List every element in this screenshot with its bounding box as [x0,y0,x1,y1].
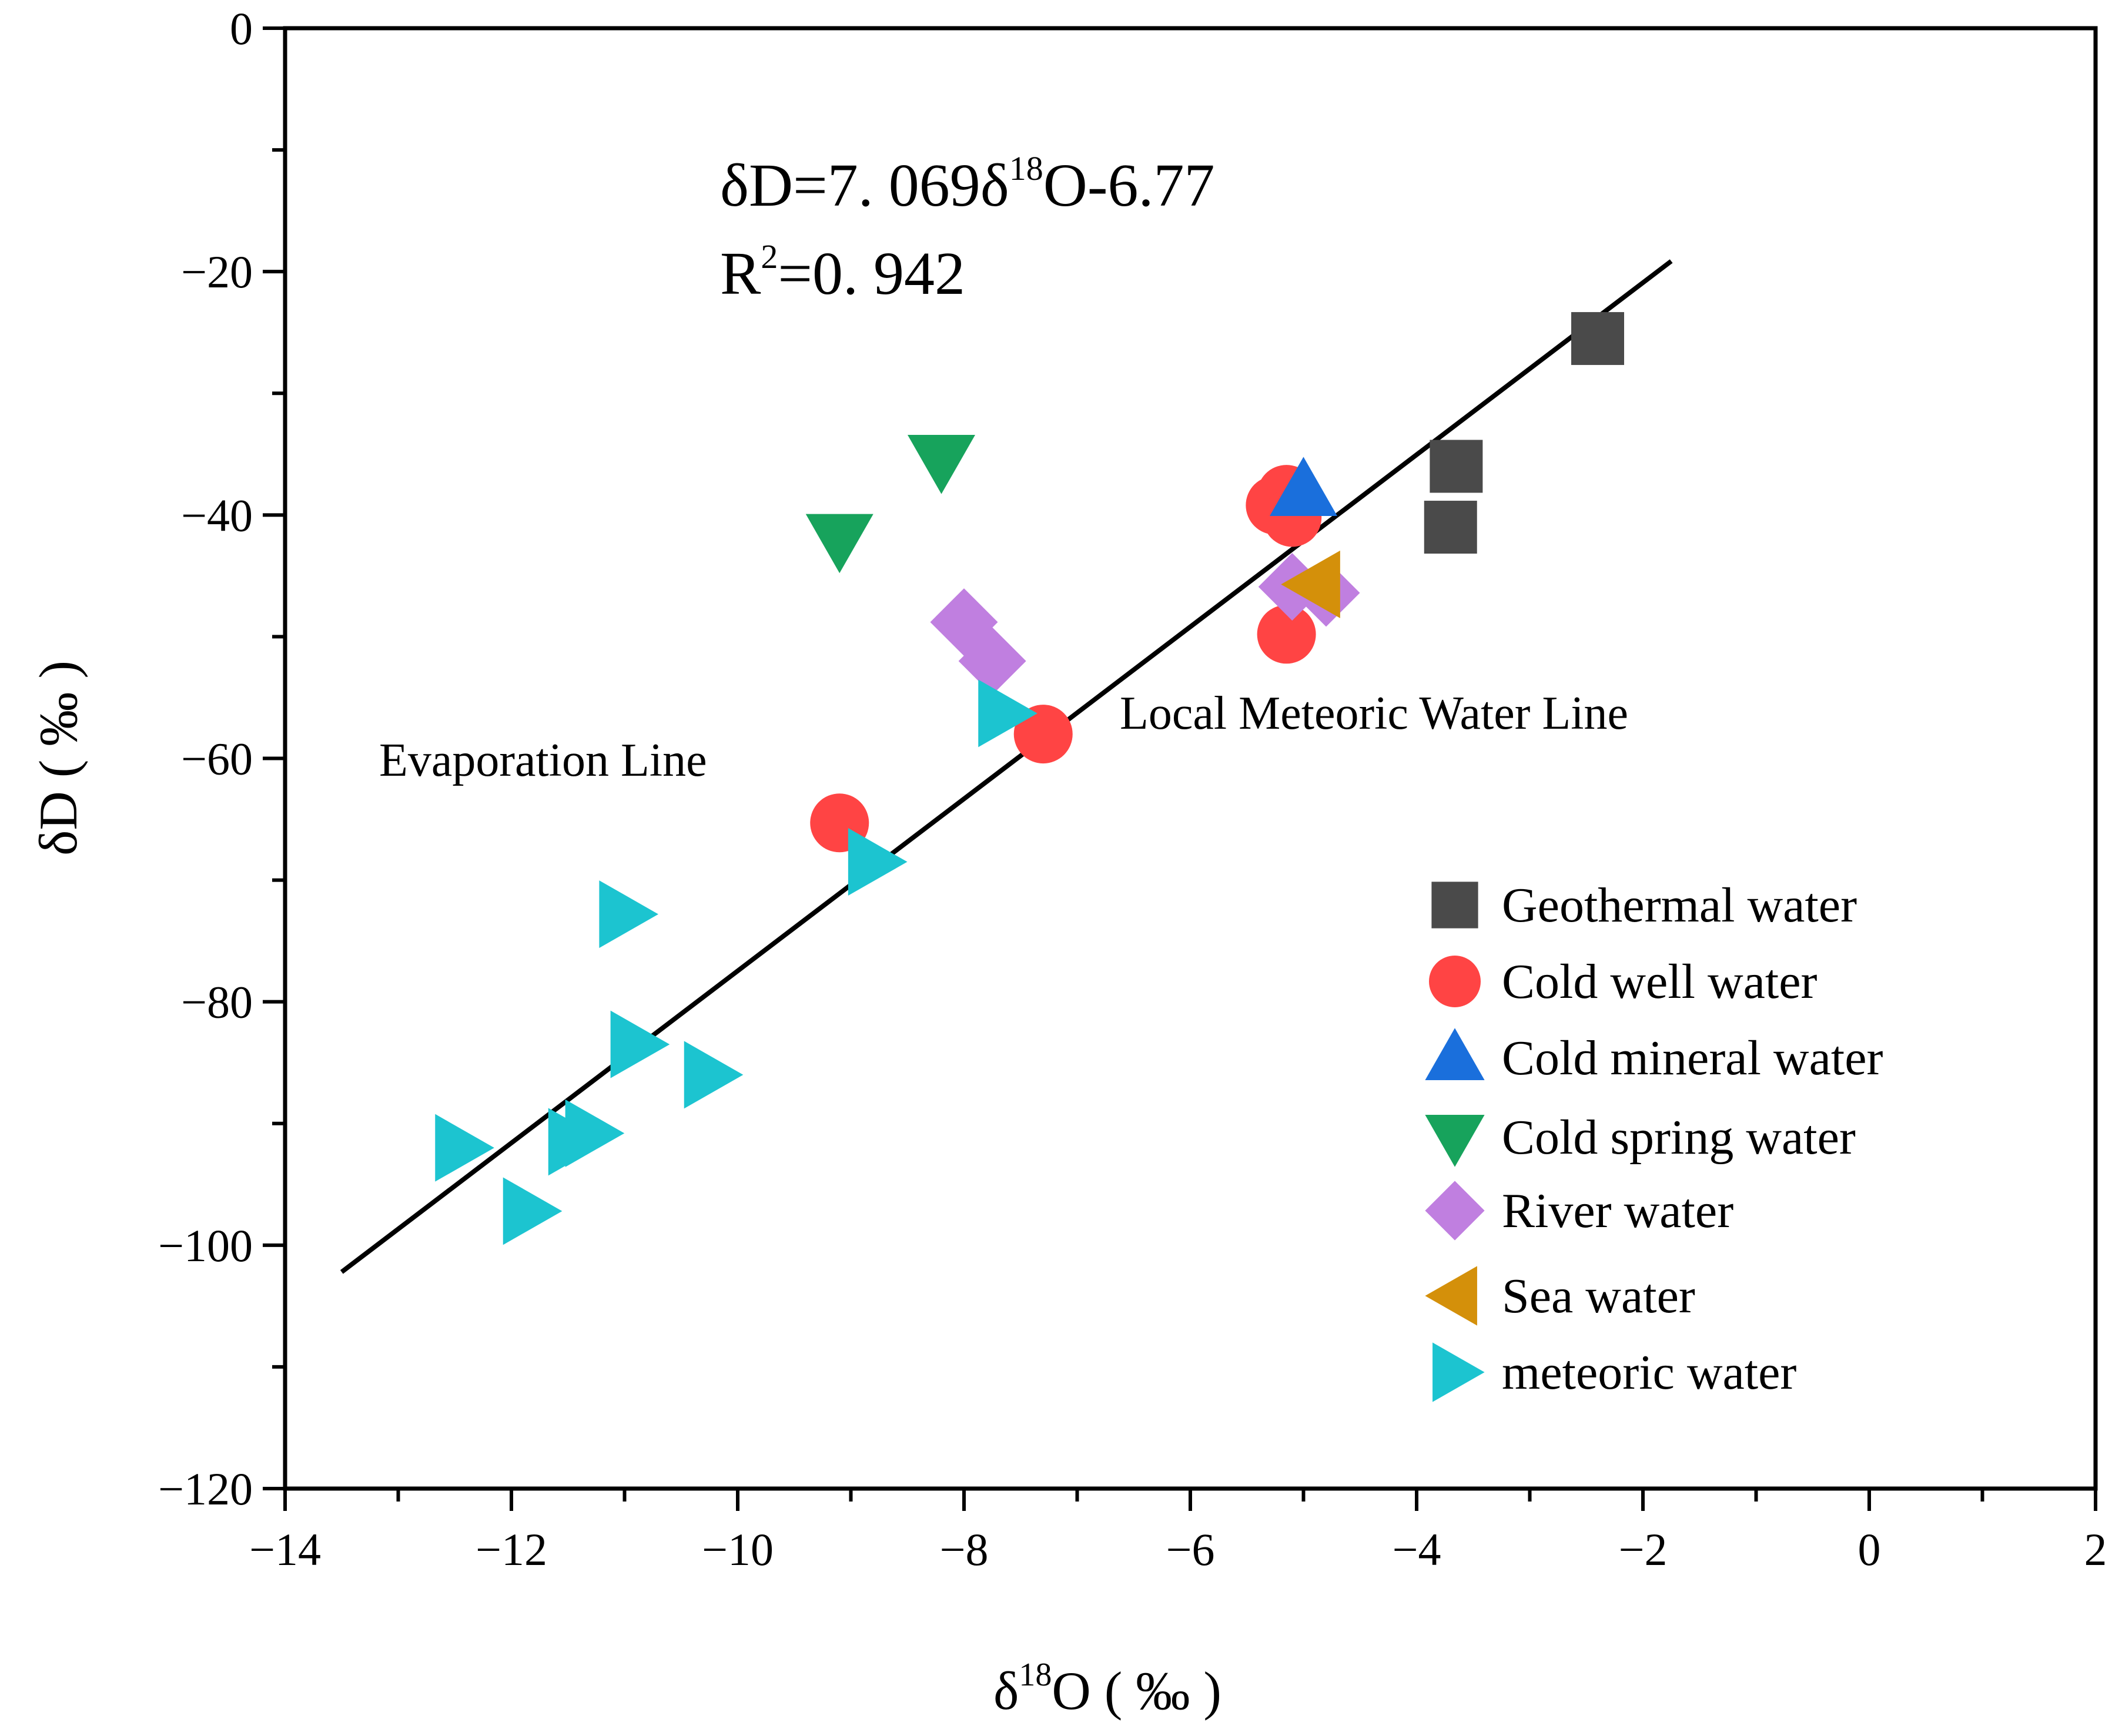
point-cold-spring-water [805,514,873,574]
point-meteoric-water [610,1010,670,1078]
point-meteoric-water [565,1099,625,1167]
x-axis-title: δ18O ( ‰ ) [993,1657,1221,1721]
point-meteoric-water [978,679,1037,748]
x-tick-labels: −14 −12 −10 −8 −6 −4 −2 0 2 [249,1524,2107,1575]
x-title-base: O ( ‰ ) [1052,1661,1221,1721]
y-tick-label: 0 [230,3,253,54]
legend-marker-river-water [1425,1181,1485,1241]
regression-line [340,259,1673,1274]
evaporation-line-label: Evaporation Line [379,735,707,786]
point-river-water [958,627,1026,695]
legend-label-river-water: River water [1502,1184,1733,1238]
y-axis-title: δD ( ‰ ) [28,661,88,856]
legend-label-cold-spring-water: Cold spring water [1502,1110,1856,1165]
r2-part-b: =0. 942 [778,240,965,307]
point-meteoric-water [599,880,658,949]
eq-sup: 18 [1009,149,1043,187]
point-meteoric-water [848,828,908,896]
point-cold-spring-water [908,435,975,494]
legend-label-sea-water: Sea water [1502,1269,1695,1323]
legend-label-cold-mineral-water: Cold mineral water [1502,1031,1883,1085]
point-cold-well-water [1257,605,1316,664]
r-squared: R2=0. 942 [720,237,965,307]
legend-marker-geothermal-water [1431,882,1478,929]
x-tick-label: −2 [1619,1524,1668,1575]
axis-ticks [263,26,2097,1511]
legend-marker-cold-mineral-water [1425,1028,1485,1080]
x-title-sup: 18 [1019,1657,1052,1693]
x-tick-label: 0 [1858,1524,1881,1575]
point-geothermal-water [1430,440,1483,493]
point-meteoric-water [503,1177,563,1245]
point-meteoric-water [684,1041,744,1109]
legend-marker-cold-spring-water [1425,1115,1485,1167]
point-geothermal-water [1424,501,1477,554]
x-tick-label: −4 [1393,1524,1441,1575]
x-tick-label: −14 [249,1524,321,1575]
x-tick-label: 2 [2084,1524,2107,1575]
legend: Geothermal water Cold well water Cold mine… [1425,878,1883,1402]
x-tick-label: −10 [702,1524,774,1575]
eq-part-b: O-6.77 [1043,152,1215,219]
x-tick-label: −12 [476,1524,547,1575]
x-tick-label: −6 [1166,1524,1215,1575]
legend-label-cold-well-water: Cold well water [1502,954,1818,1009]
legend-marker-sea-water [1425,1266,1477,1326]
y-tick-label: −80 [181,977,253,1028]
legend-label-geothermal-water: Geothermal water [1502,878,1857,933]
y-tick-label: −20 [181,246,253,297]
point-cold-mineral-water [1270,457,1337,517]
legend-marker-meteoric-water [1432,1342,1485,1402]
r2-part-a: R [720,240,761,307]
regression-equation: δD=7. 069δ18O-6.77 [720,149,1215,219]
legend-label-meteoric-water: meteoric water [1502,1345,1796,1400]
r2-sup: 2 [761,237,778,276]
data-points [435,312,1624,1245]
y-tick-label: −40 [181,490,253,541]
x-title-symbol: δ [993,1661,1019,1721]
x-tick-label: −8 [940,1524,989,1575]
y-tick-label: −100 [158,1220,253,1271]
point-cold-well-water [1013,705,1073,764]
legend-marker-cold-well-water [1429,956,1481,1007]
point-meteoric-water [435,1114,494,1182]
y-tick-label: −60 [181,733,253,785]
lmwl-label: Local Meteoric Water Line [1120,688,1628,739]
eq-part-a: δD=7. 069δ [720,152,1009,219]
y-tick-label: −120 [158,1463,253,1514]
y-tick-labels: 0 −20 −40 −60 −80 −100 −120 [158,3,253,1514]
point-sea-water [1281,550,1340,618]
point-geothermal-water [1571,312,1624,366]
